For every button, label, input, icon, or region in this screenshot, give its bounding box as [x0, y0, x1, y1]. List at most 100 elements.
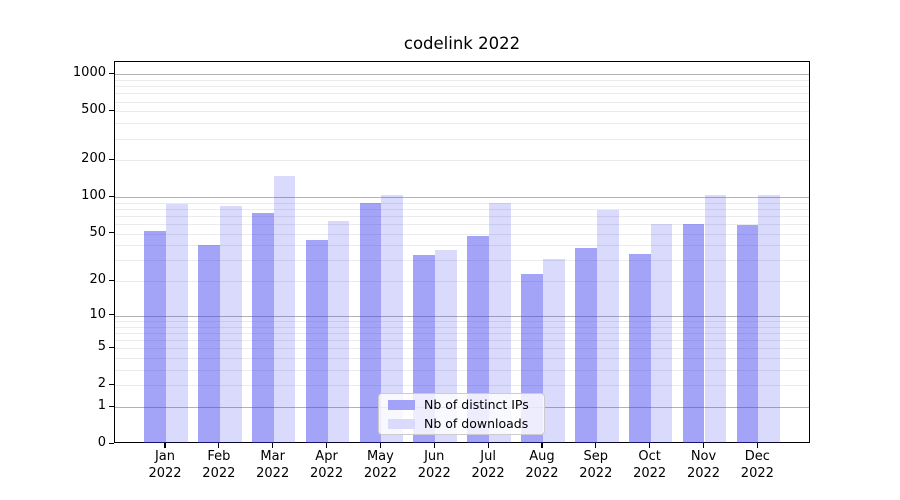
x-tick-mark	[756, 443, 758, 448]
minor-gridline	[115, 385, 809, 387]
x-tick-mark	[325, 443, 328, 448]
x-tick-month: Jun	[424, 449, 445, 464]
bar-nb-of-downloads-feb	[219, 206, 242, 444]
bar-nb-of-distinct-ips-sep	[575, 248, 597, 444]
x-tick-label-nov: Nov 2022	[674, 449, 734, 482]
bar-nb-of-distinct-ips-may	[359, 202, 382, 444]
minor-gridline	[115, 332, 809, 334]
x-tick-mark	[702, 443, 705, 448]
y-tick-mark	[108, 405, 114, 407]
x-tick-label-may: May 2022	[350, 449, 410, 482]
x-tick-year: 2022	[310, 465, 344, 481]
y-tick-label: 200	[81, 151, 106, 167]
x-tick-label-dec: Dec 2022	[727, 449, 787, 482]
bar-nb-of-distinct-ips-mar	[251, 213, 274, 444]
bar-nb-of-downloads-sep	[596, 209, 619, 444]
minor-gridline	[115, 233, 809, 235]
legend-entry-distinct-ips: Nb of distinct IPs	[388, 397, 535, 412]
bar-nb-of-downloads-oct	[650, 224, 673, 444]
y-tick-label: 1	[97, 398, 106, 414]
y-tick-mark	[108, 383, 114, 386]
x-tick-label-jan: Jan 2022	[135, 449, 195, 482]
minor-gridline	[115, 138, 809, 140]
bar-nb-of-downloads-apr	[327, 220, 350, 444]
x-tick-label-oct: Oct 2022	[620, 449, 680, 482]
x-tick-month: Nov	[690, 449, 717, 464]
minor-gridline	[115, 260, 809, 262]
major-gridline	[115, 74, 809, 76]
minor-gridline	[115, 245, 809, 247]
x-tick-mark	[433, 443, 435, 448]
bar-nb-of-distinct-ips-oct	[628, 253, 651, 444]
bar-nb-of-downloads-nov	[704, 194, 727, 444]
y-tick-mark	[108, 158, 114, 160]
y-tick-mark	[108, 232, 114, 234]
minor-gridline	[115, 160, 809, 162]
bar-nb-of-distinct-ips-jan	[144, 230, 166, 444]
y-tick-mark	[108, 109, 114, 111]
bar-nb-of-distinct-ips-dec	[736, 225, 759, 444]
x-tick-year: 2022	[148, 465, 182, 481]
bar-nb-of-distinct-ips-jul	[467, 235, 490, 444]
x-tick-year: 2022	[471, 465, 505, 481]
x-tick-month: Jul	[480, 449, 496, 464]
x-tick-label-sep: Sep 2022	[566, 449, 626, 482]
x-tick-mark	[649, 443, 651, 448]
y-tick-mark	[108, 442, 114, 444]
x-tick-label-jul: Jul 2022	[458, 449, 518, 482]
x-tick-year: 2022	[686, 465, 721, 481]
minor-gridline	[115, 326, 809, 328]
legend-swatch-distinct-ips-icon	[388, 399, 415, 410]
x-tick-label-apr: Apr 2022	[297, 449, 357, 482]
y-tick-label: 20	[89, 272, 106, 288]
legend-swatch-downloads-icon	[388, 418, 415, 429]
minor-gridline	[115, 86, 809, 88]
x-tick-mark	[218, 443, 220, 448]
plot-area	[114, 61, 810, 444]
x-tick-mark	[164, 443, 166, 448]
y-tick-mark	[108, 314, 114, 316]
y-tick-label: 50	[89, 224, 106, 240]
minor-gridline	[115, 348, 809, 350]
bar-nb-of-downloads-aug	[542, 258, 565, 444]
bar-nb-of-downloads-dec	[758, 195, 781, 444]
legend-label-distinct-ips: Nb of distinct IPs	[424, 397, 529, 412]
x-tick-year: 2022	[579, 465, 613, 481]
minor-gridline	[115, 216, 809, 218]
bar-nb-of-distinct-ips-nov	[682, 224, 705, 444]
y-tick-label: 100	[81, 188, 106, 204]
x-tick-month: Feb	[207, 449, 231, 464]
minor-gridline	[115, 123, 809, 125]
x-tick-year: 2022	[417, 465, 451, 481]
bar-nb-of-distinct-ips-apr	[305, 240, 328, 444]
y-tick-label: 1000	[72, 65, 106, 81]
x-tick-month: Dec	[744, 449, 770, 464]
minor-gridline	[115, 340, 809, 342]
x-tick-month: Aug	[529, 449, 555, 464]
minor-gridline	[115, 79, 809, 81]
minor-gridline	[115, 101, 809, 103]
legend-label-downloads: Nb of downloads	[424, 416, 529, 431]
y-tick-label: 2	[97, 376, 106, 392]
minor-gridline	[115, 321, 809, 322]
bar-nb-of-distinct-ips-feb	[198, 245, 220, 444]
legend: Nb of distinct IPs Nb of downloads	[378, 393, 545, 435]
x-tick-year: 2022	[363, 465, 397, 481]
y-tick-mark	[108, 346, 114, 348]
chart-title: codelink 2022	[403, 34, 521, 53]
y-tick-label: 10	[89, 306, 106, 322]
y-tick-mark	[108, 195, 114, 197]
y-tick-label: 0	[97, 435, 106, 451]
minor-gridline	[115, 224, 809, 226]
x-tick-mark	[272, 443, 274, 448]
x-tick-month: Sep	[583, 449, 609, 464]
major-gridline	[115, 197, 809, 199]
minor-gridline	[115, 93, 809, 95]
x-tick-mark	[595, 443, 597, 448]
legend-entry-downloads: Nb of downloads	[388, 416, 535, 431]
minor-gridline	[115, 202, 809, 204]
minor-gridline	[115, 358, 809, 360]
x-tick-mark	[379, 443, 381, 448]
y-tick-mark	[108, 279, 114, 281]
